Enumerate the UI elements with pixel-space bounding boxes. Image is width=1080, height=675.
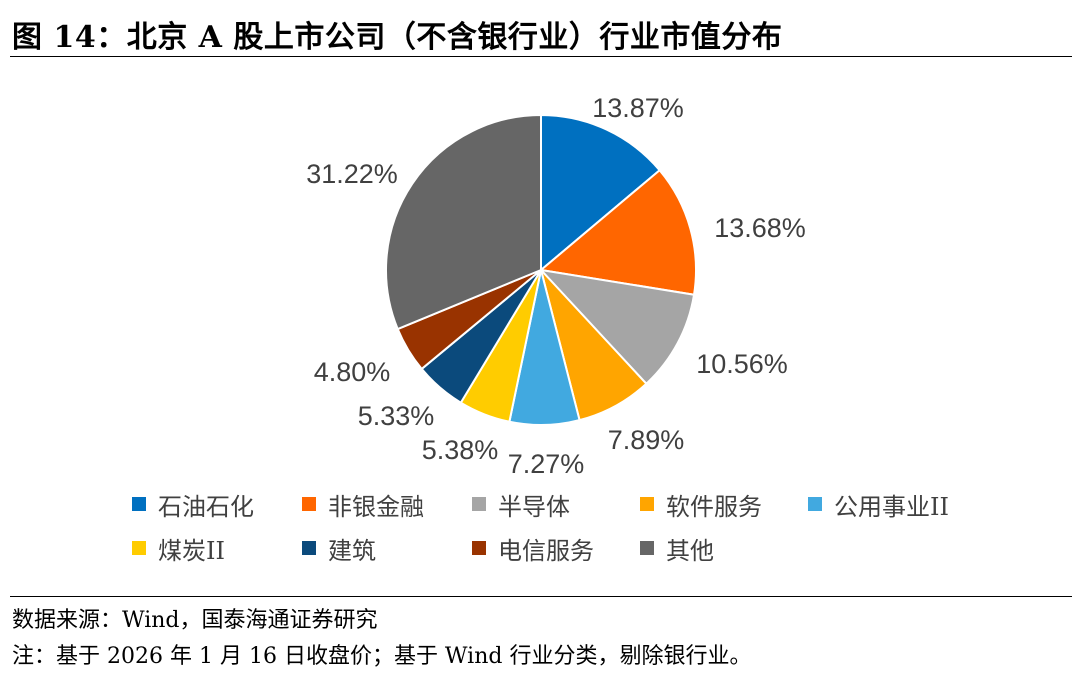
slice-percent-label: 7.89%: [608, 425, 685, 455]
figure-title: 图 14：北京 A 股上市公司（不含银行业）行业市值分布: [12, 20, 783, 55]
legend-label: 软件服务: [666, 492, 762, 521]
slice-percent-label: 13.68%: [714, 213, 806, 243]
legend-swatch: [132, 541, 146, 555]
legend-label: 半导体: [498, 492, 570, 521]
legend-label: 电信服务: [498, 536, 594, 565]
legend-item: 煤炭II: [132, 530, 225, 566]
footer-divider: [10, 596, 1072, 597]
legend-label: 非银金融: [328, 492, 424, 521]
legend-label: 煤炭II: [158, 536, 225, 565]
legend-swatch: [640, 541, 654, 555]
title-divider: [10, 56, 1072, 57]
pie-slice: [540, 113, 662, 273]
legend-swatch: [132, 497, 146, 511]
source-note: 数据来源：Wind，国泰海通证券研究: [12, 608, 378, 633]
legend-swatch: [808, 497, 822, 511]
legend-item: 公用事业II: [808, 486, 949, 522]
legend-label: 石油石化: [158, 492, 254, 521]
pie-slices: [385, 113, 697, 426]
pie-labels: 13.87% 13.68% 10.56% 7.89% 7.27% 5.38% 5.33% 4.…: [306, 93, 806, 479]
legend-item: 软件服务: [640, 486, 762, 522]
pie-slice: [385, 113, 542, 331]
slice-percent-label: 31.22%: [306, 159, 398, 189]
legend-swatch: [302, 541, 316, 555]
legend-swatch: [472, 541, 486, 555]
slice-percent-label: 5.38%: [422, 435, 499, 465]
pie-slice: [538, 268, 696, 386]
legend-label: 其他: [666, 536, 714, 565]
legend-label: 建筑: [328, 536, 376, 565]
legend-swatch: [472, 497, 486, 511]
legend-label: 公用事业II: [834, 492, 949, 521]
pie-slice: [538, 168, 697, 296]
remark-note: 注：基于 2026 年 1 月 16 日收盘价；基于 Wind 行业分类，剔除银…: [12, 644, 752, 669]
slice-percent-label: 13.87%: [592, 93, 684, 123]
slice-percent-label: 4.80%: [314, 357, 391, 387]
legend-item: 其他: [640, 530, 714, 566]
slice-percent-label: 5.33%: [358, 401, 435, 431]
legend-item: 建筑: [302, 530, 376, 566]
legend-item: 非银金融: [302, 486, 424, 522]
legend-item: 半导体: [472, 486, 570, 522]
pie-chart: 13.87% 13.68% 10.56% 7.89% 7.27% 5.38% 5.33% 4.…: [306, 93, 806, 479]
slice-percent-label: 10.56%: [696, 349, 788, 379]
legend-swatch: [640, 497, 654, 511]
legend-swatch: [302, 497, 316, 511]
slice-percent-label: 7.27%: [508, 449, 585, 479]
legend-item: 电信服务: [472, 530, 594, 566]
chart-legend: 石油石化 非银金融 半导体 软件服务 公用事业II 煤炭II 建筑 电信服务 其他: [0, 484, 1080, 584]
legend-item: 石油石化: [132, 486, 254, 522]
